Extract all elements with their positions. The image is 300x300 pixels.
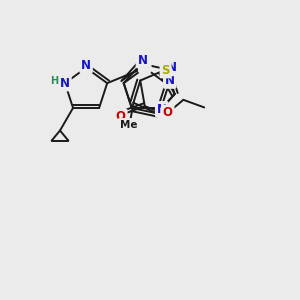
Text: S: S [161,64,170,76]
Text: N: N [140,58,150,71]
Text: O: O [116,110,126,123]
Text: Me: Me [119,120,137,130]
Text: N: N [81,59,91,72]
Text: N: N [167,61,177,74]
Text: N: N [137,54,147,67]
Text: H: H [50,76,58,85]
Text: N: N [157,103,167,116]
Text: N: N [165,74,175,87]
Text: O: O [163,106,173,119]
Text: N: N [60,76,70,90]
